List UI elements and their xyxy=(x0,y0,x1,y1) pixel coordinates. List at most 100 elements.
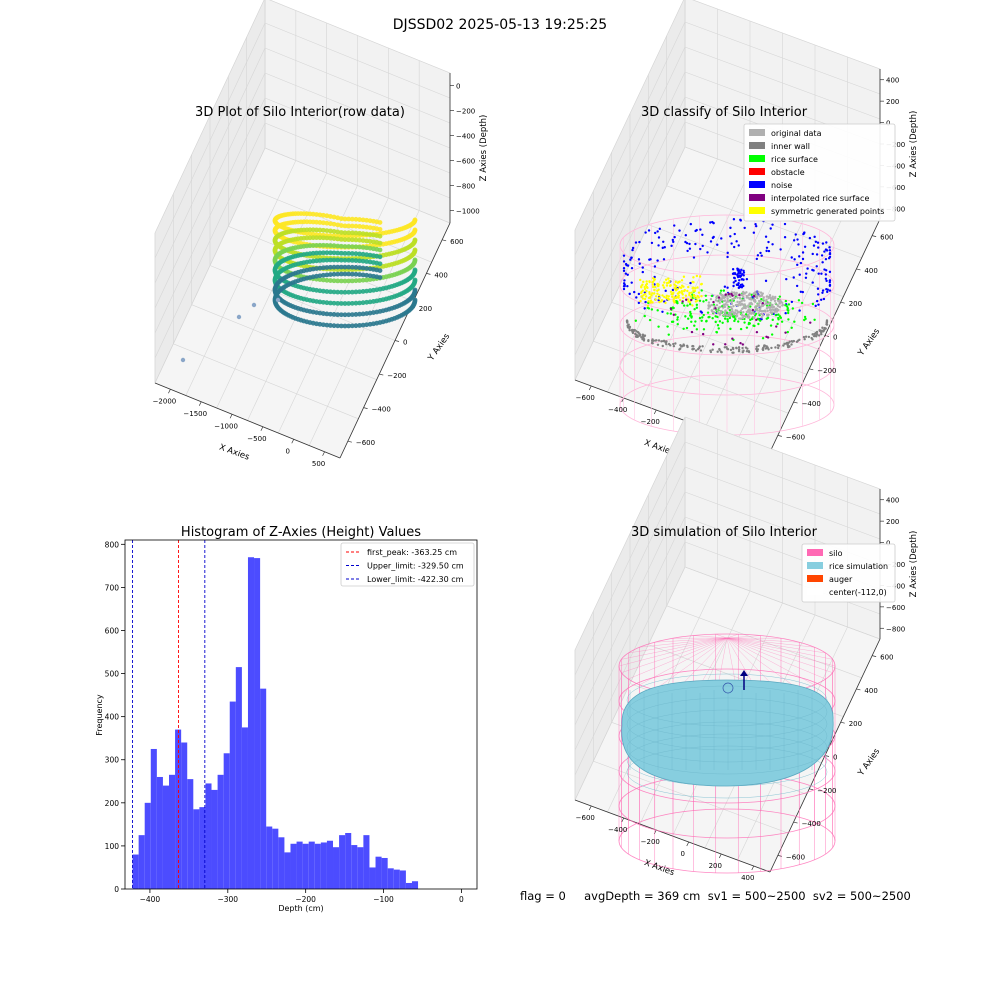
classify-original-point xyxy=(713,305,716,308)
histogram-bar xyxy=(241,727,248,889)
simulation-silo-roof xyxy=(726,637,815,648)
classify-original-point xyxy=(778,302,781,305)
classify-wall-point xyxy=(803,338,806,341)
classify-wall-point xyxy=(651,342,654,345)
classify-noise-point xyxy=(638,262,641,265)
classify-symmetric-point xyxy=(651,283,655,286)
raw-point xyxy=(342,257,348,263)
classify-noise-point xyxy=(816,241,820,244)
classify-wall-point xyxy=(691,344,694,348)
histogram-bar xyxy=(363,835,370,889)
classify-original-point xyxy=(755,295,759,298)
classify-noise-point xyxy=(735,240,738,243)
classify-original-point xyxy=(707,307,710,310)
classify-original-point xyxy=(768,301,771,305)
classify-rice-point xyxy=(686,304,689,307)
classify-wall-point xyxy=(662,339,665,343)
raw-outlier-point xyxy=(236,314,242,320)
classify-rice-point xyxy=(784,299,788,303)
classify-original-point xyxy=(742,306,746,310)
classify-rice-point xyxy=(698,316,702,320)
raw-point xyxy=(360,265,366,271)
raw-ytick xyxy=(379,373,384,376)
raw-point xyxy=(328,221,333,227)
histogram-title: Histogram of Z-Axies (Height) Values xyxy=(181,525,421,540)
raw-point xyxy=(328,323,333,328)
classify-ytick-label: 600 xyxy=(880,234,893,242)
classify-noise-point xyxy=(785,277,788,281)
classify-noise-cluster-point xyxy=(738,279,741,282)
classify-interp-point xyxy=(752,294,756,298)
classify-noise-point xyxy=(628,292,631,296)
simulation-ztick-label: −800 xyxy=(886,625,905,633)
classify-symmetric-point xyxy=(639,278,642,282)
classify-xtick-label: −400 xyxy=(608,406,627,414)
classify-interp-point xyxy=(766,336,770,339)
raw-point xyxy=(331,271,337,277)
classify-wall-point xyxy=(729,348,733,352)
simulation-silo-roof xyxy=(654,637,728,690)
classify-interp-point xyxy=(731,294,734,297)
classify-interp-point xyxy=(724,293,727,296)
classify-original-point xyxy=(771,296,774,299)
raw-point xyxy=(324,265,330,270)
classify-original-point xyxy=(719,305,722,309)
raw-point xyxy=(335,264,341,270)
classify-symmetric-point xyxy=(688,293,691,297)
classify-noise-point xyxy=(638,240,641,244)
classify-rice-point xyxy=(685,326,689,330)
raw-point xyxy=(360,255,366,261)
classify-symmetric-point xyxy=(688,300,692,304)
classify-noise-point xyxy=(796,263,799,267)
raw-point xyxy=(320,242,326,248)
classify-wall-point xyxy=(815,330,819,334)
classify-wall-point xyxy=(697,346,701,350)
classify-noise-point xyxy=(709,240,713,243)
classify-rice-point xyxy=(714,320,717,324)
classify-rice-point xyxy=(669,312,673,315)
raw-ztick-label: −1000 xyxy=(456,208,480,216)
classify-wall-point xyxy=(788,340,791,343)
classify-original-point xyxy=(726,294,729,298)
classify-noise-point xyxy=(737,244,740,247)
classify-rice-point xyxy=(803,315,807,319)
raw-point xyxy=(353,300,359,306)
raw-point xyxy=(349,257,355,263)
classify-wall-point xyxy=(678,348,681,351)
raw-point xyxy=(335,222,341,228)
classify-rice-point xyxy=(706,311,710,314)
classify-noise-point xyxy=(819,298,823,301)
raw-xtick xyxy=(229,414,233,419)
raw-point xyxy=(357,217,362,222)
classify-symmetric-point xyxy=(650,294,653,297)
classify-rice-point xyxy=(704,294,708,297)
classify-wall-point xyxy=(731,346,735,350)
histogram-bar xyxy=(138,835,145,889)
simulation-gridline xyxy=(574,441,686,676)
simulation-silo-roof xyxy=(726,635,761,639)
classify-original-point xyxy=(734,303,738,307)
simulation-silo-roof xyxy=(621,637,728,660)
classify-rice-point xyxy=(695,306,699,309)
classify-symmetric-point xyxy=(674,285,677,288)
simulation-silo-roof xyxy=(693,635,728,639)
classify-noise-point xyxy=(686,249,689,253)
histogram-ytick-label: 600 xyxy=(105,626,120,635)
simulation-gridline xyxy=(574,416,686,651)
classify-wall-point xyxy=(711,348,714,351)
classify-noise-point xyxy=(808,236,812,240)
classify-symmetric-point xyxy=(642,294,645,297)
classify-rice-point xyxy=(745,326,749,329)
classify-noise-point xyxy=(641,270,644,274)
classify-symmetric-point xyxy=(692,276,695,279)
raw-point xyxy=(349,216,355,222)
classify-noise-cluster-point xyxy=(732,272,735,275)
classify-wall-point xyxy=(756,348,760,351)
raw-point xyxy=(353,271,359,277)
classify-noise-cluster-point xyxy=(737,268,740,271)
classify-rice-point xyxy=(701,316,704,319)
raw-point xyxy=(349,237,355,243)
raw-point xyxy=(349,264,355,270)
classify-symmetric-point xyxy=(676,281,680,284)
classify-symmetric-point xyxy=(643,287,647,291)
